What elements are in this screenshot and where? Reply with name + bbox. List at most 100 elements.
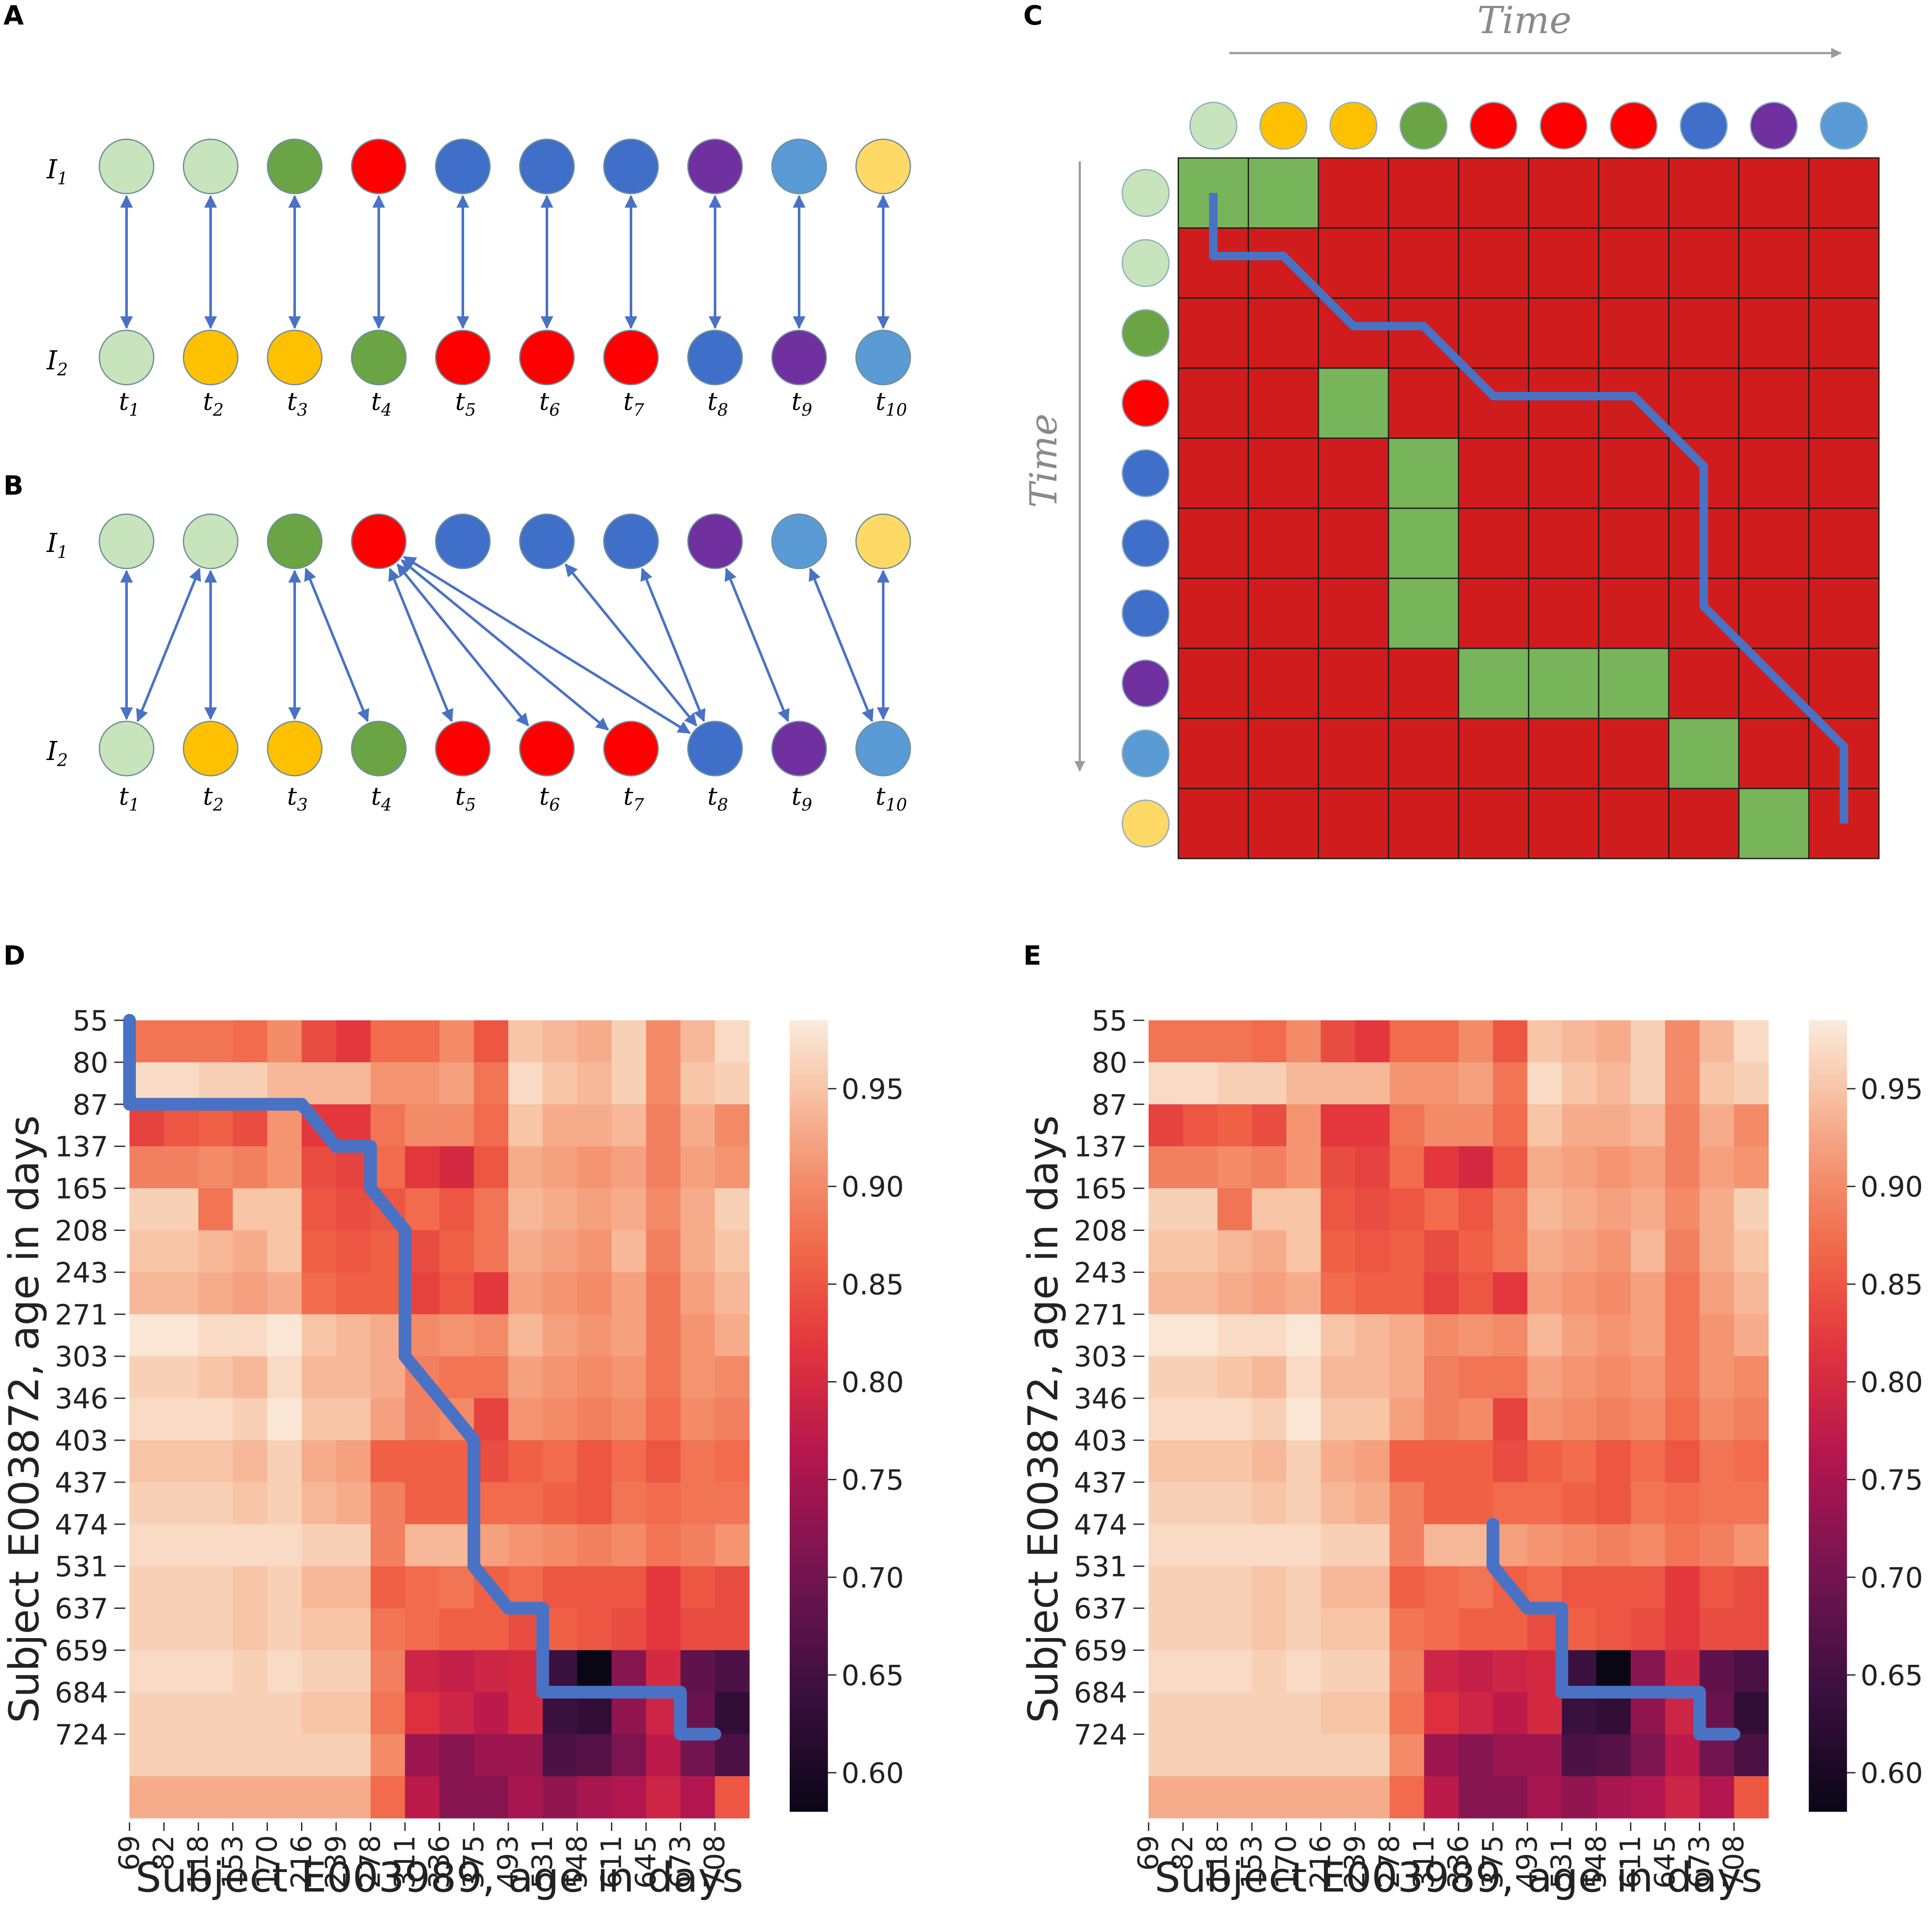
panel-e-cell-r1-c1 <box>1149 1020 1183 1063</box>
panel-e-cell-r7-c16 <box>1665 1272 1700 1315</box>
panel-d-cell-r9-c6 <box>301 1356 337 1399</box>
panel-e-cell-r2-c13 <box>1562 1062 1597 1105</box>
panel-c-cell-r9-c5 <box>1458 718 1529 789</box>
panel-d-cell-r12-c6 <box>301 1482 337 1525</box>
panel-d-cell-r12-c17 <box>680 1482 715 1525</box>
panel-e-y-axis-label: Subject E003872, age in days <box>1020 1115 1067 1723</box>
panel-d-cell-r16-c6 <box>301 1650 337 1692</box>
panel-d-cell-r14-c6 <box>301 1566 337 1609</box>
panel-d-cell-r19-c4 <box>233 1776 268 1819</box>
panel-d-cell-r9-c16 <box>646 1356 681 1399</box>
panel-e-cell-r3-c8 <box>1389 1104 1425 1147</box>
panel-e-cell-r12-c18 <box>1734 1482 1769 1525</box>
panel-d-cell-r3-c3 <box>198 1104 233 1147</box>
panel-e-y-tick-724: 724 <box>1074 1718 1127 1751</box>
panel-d-cell-r18-c1 <box>130 1734 164 1776</box>
panel-e-cell-r17-c18 <box>1734 1692 1769 1734</box>
panel-d-cell-r18-c16 <box>646 1734 681 1776</box>
panel-e-cell-r15-c2 <box>1183 1608 1218 1651</box>
panel-e-x-tick-548: 548 <box>1580 1835 1612 1889</box>
panel-c-cell-r10-c4 <box>1388 788 1459 859</box>
panel-d-cell-r18-c6 <box>301 1734 337 1776</box>
panel-d-cell-r1-c14 <box>577 1020 612 1063</box>
panel-d-y-tick-165: 165 <box>55 1173 108 1205</box>
panel-d-cell-r14-c3 <box>198 1566 233 1609</box>
panel-b-i1-circle-10 <box>855 513 911 569</box>
panel-d-cell-r8-c12 <box>508 1314 543 1357</box>
panel-e-cell-r2-c15 <box>1631 1062 1666 1105</box>
panel-c-left-circle-3 <box>1121 309 1170 357</box>
panel-e-cell-r5-c15 <box>1631 1188 1666 1231</box>
panel-d-cell-r1-c15 <box>611 1020 647 1063</box>
panel-d-heatmap: 5580871371652082432713033464034374745316… <box>0 1005 904 1901</box>
panel-d-cell-r14-c17 <box>680 1566 715 1609</box>
panel-d-cell-r7-c6 <box>301 1272 337 1315</box>
panel-e-cell-r11-c16 <box>1665 1440 1700 1483</box>
panel-d-cell-r15-c6 <box>301 1608 337 1651</box>
panel-c-cell-r2-c3 <box>1318 227 1389 299</box>
panel-b-link-12 <box>724 568 790 722</box>
panel-e-cell-r8-c2 <box>1183 1314 1218 1357</box>
panel-d-cell-r19-c1 <box>130 1776 164 1819</box>
panel-e-cell-r8-c12 <box>1527 1314 1562 1357</box>
panel-d-cell-r6-c15 <box>611 1230 647 1273</box>
panel-d-cell-r4-c2 <box>164 1146 199 1189</box>
panel-e-y-tick-531: 531 <box>1074 1551 1127 1583</box>
panel-d-cell-r1-c6 <box>301 1020 337 1063</box>
panel-d-cell-r5-c3 <box>198 1188 233 1231</box>
panel-b-time-label-1: t1 <box>119 782 140 815</box>
panel-a-i2-circle-4 <box>351 329 407 386</box>
panel-e-cell-r3-c3 <box>1217 1104 1252 1147</box>
panel-d-cell-r9-c1 <box>130 1356 164 1399</box>
panel-d-cell-r15-c1 <box>130 1608 164 1651</box>
panel-d-cell-r10-c8 <box>370 1398 406 1441</box>
panel-c-top-circle-2 <box>1259 101 1307 150</box>
panel-d-cell-r19-c10 <box>439 1776 474 1819</box>
panel-d-x-tick-153: 153 <box>216 1835 249 1889</box>
panel-d-cell-r14-c16 <box>646 1566 681 1609</box>
panel-e-cell-r3-c14 <box>1596 1104 1631 1147</box>
panel-d-cell-r2-c14 <box>577 1062 612 1105</box>
panel-e-colorbar-tick-1: 0.95 <box>1861 1073 1923 1106</box>
panel-a-time-label-3: t3 <box>287 387 308 420</box>
panel-d-cell-r5-c4 <box>233 1188 268 1231</box>
panel-d-cell-r19-c6 <box>301 1776 337 1819</box>
panel-b-i1-circle-9 <box>771 513 827 569</box>
panel-e-cell-r12-c13 <box>1562 1482 1597 1525</box>
panel-e-cell-r16-c4 <box>1252 1650 1287 1692</box>
panel-b-time-label-7: t7 <box>623 782 644 815</box>
panel-d-cell-r4-c18 <box>715 1146 750 1189</box>
panel-d-cell-r3-c5 <box>267 1104 302 1147</box>
panel-e-x-tick-673: 673 <box>1683 1835 1716 1889</box>
panel-d-cell-r19-c14 <box>577 1776 612 1819</box>
panel-e-cell-r18-c5 <box>1286 1734 1321 1776</box>
panel-d-cell-r4-c1 <box>130 1146 164 1189</box>
panel-b-time-label-3: t3 <box>287 782 308 815</box>
panel-e-cell-r11-c18 <box>1734 1440 1769 1483</box>
panel-d-cell-r5-c12 <box>508 1188 543 1231</box>
panel-e-cell-r4-c5 <box>1286 1146 1321 1189</box>
panel-c-cell-r4-c7 <box>1598 367 1670 439</box>
panel-c-cell-r2-c10 <box>1808 227 1880 299</box>
panel-e-cell-r8-c3 <box>1217 1314 1252 1357</box>
panel-c-cell-r6-c9 <box>1738 507 1810 579</box>
panel-d-cell-r5-c17 <box>680 1188 715 1231</box>
panel-e-cell-r6-c9 <box>1424 1230 1459 1273</box>
panel-a-i1-label: I1 <box>46 154 68 189</box>
panel-a-time-label-4: t4 <box>371 387 392 420</box>
panel-e-cell-r5-c6 <box>1321 1188 1356 1231</box>
panel-e-cell-r6-c5 <box>1286 1230 1321 1273</box>
panel-d-cell-r19-c3 <box>198 1776 233 1819</box>
panel-d-cell-r6-c5 <box>267 1230 302 1273</box>
panel-d-cell-r1-c4 <box>233 1020 268 1063</box>
panel-d-cell-r9-c5 <box>267 1356 302 1399</box>
panel-e-cell-r6-c4 <box>1252 1230 1287 1273</box>
panel-e-cell-r14-c18 <box>1734 1566 1769 1609</box>
panel-e-cell-r14-c3 <box>1217 1566 1252 1609</box>
panel-b-time-label-8: t8 <box>707 782 728 815</box>
panel-e-x-tick-82: 82 <box>1166 1835 1199 1871</box>
panel-e-cell-r1-c9 <box>1424 1020 1459 1063</box>
panel-d-cell-r19-c9 <box>405 1776 440 1819</box>
panel-e-cell-r5-c9 <box>1424 1188 1459 1231</box>
panel-e-cell-r10-c13 <box>1562 1398 1597 1441</box>
